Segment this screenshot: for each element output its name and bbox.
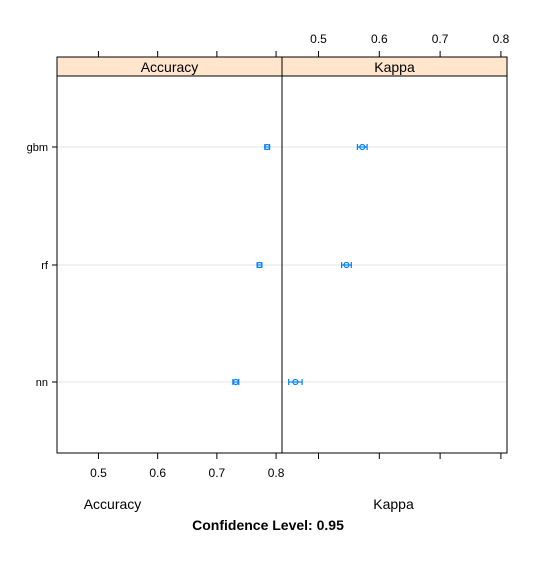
- axis-label: Accuracy: [84, 496, 142, 512]
- x-tick-label: 0.7: [432, 32, 449, 46]
- strip-label: Kappa: [374, 59, 415, 75]
- strip-label: Accuracy: [141, 59, 199, 75]
- category-label: nn: [36, 377, 48, 389]
- estimate-point: [256, 261, 263, 269]
- x-tick-label: 0.5: [310, 32, 327, 46]
- estimate-point: [343, 261, 350, 269]
- x-tick-label: 0.7: [209, 466, 226, 480]
- x-tick-label: 0.8: [493, 32, 510, 46]
- x-tick-label: 0.5: [90, 466, 107, 480]
- estimate-point: [292, 378, 299, 386]
- estimate-point: [232, 378, 239, 386]
- chart-subtitle: Confidence Level: 0.95: [192, 517, 344, 533]
- axis-label: Kappa: [373, 496, 414, 512]
- category-label: gbm: [27, 142, 48, 154]
- x-tick-label: 0.6: [371, 32, 388, 46]
- category-label: rf: [41, 260, 49, 272]
- x-tick-label: 0.6: [149, 466, 166, 480]
- estimate-point: [264, 143, 271, 151]
- estimate-point: [359, 143, 366, 151]
- strip-background: [282, 57, 507, 76]
- x-tick-label: 0.8: [268, 466, 285, 480]
- strip-background: [57, 57, 282, 76]
